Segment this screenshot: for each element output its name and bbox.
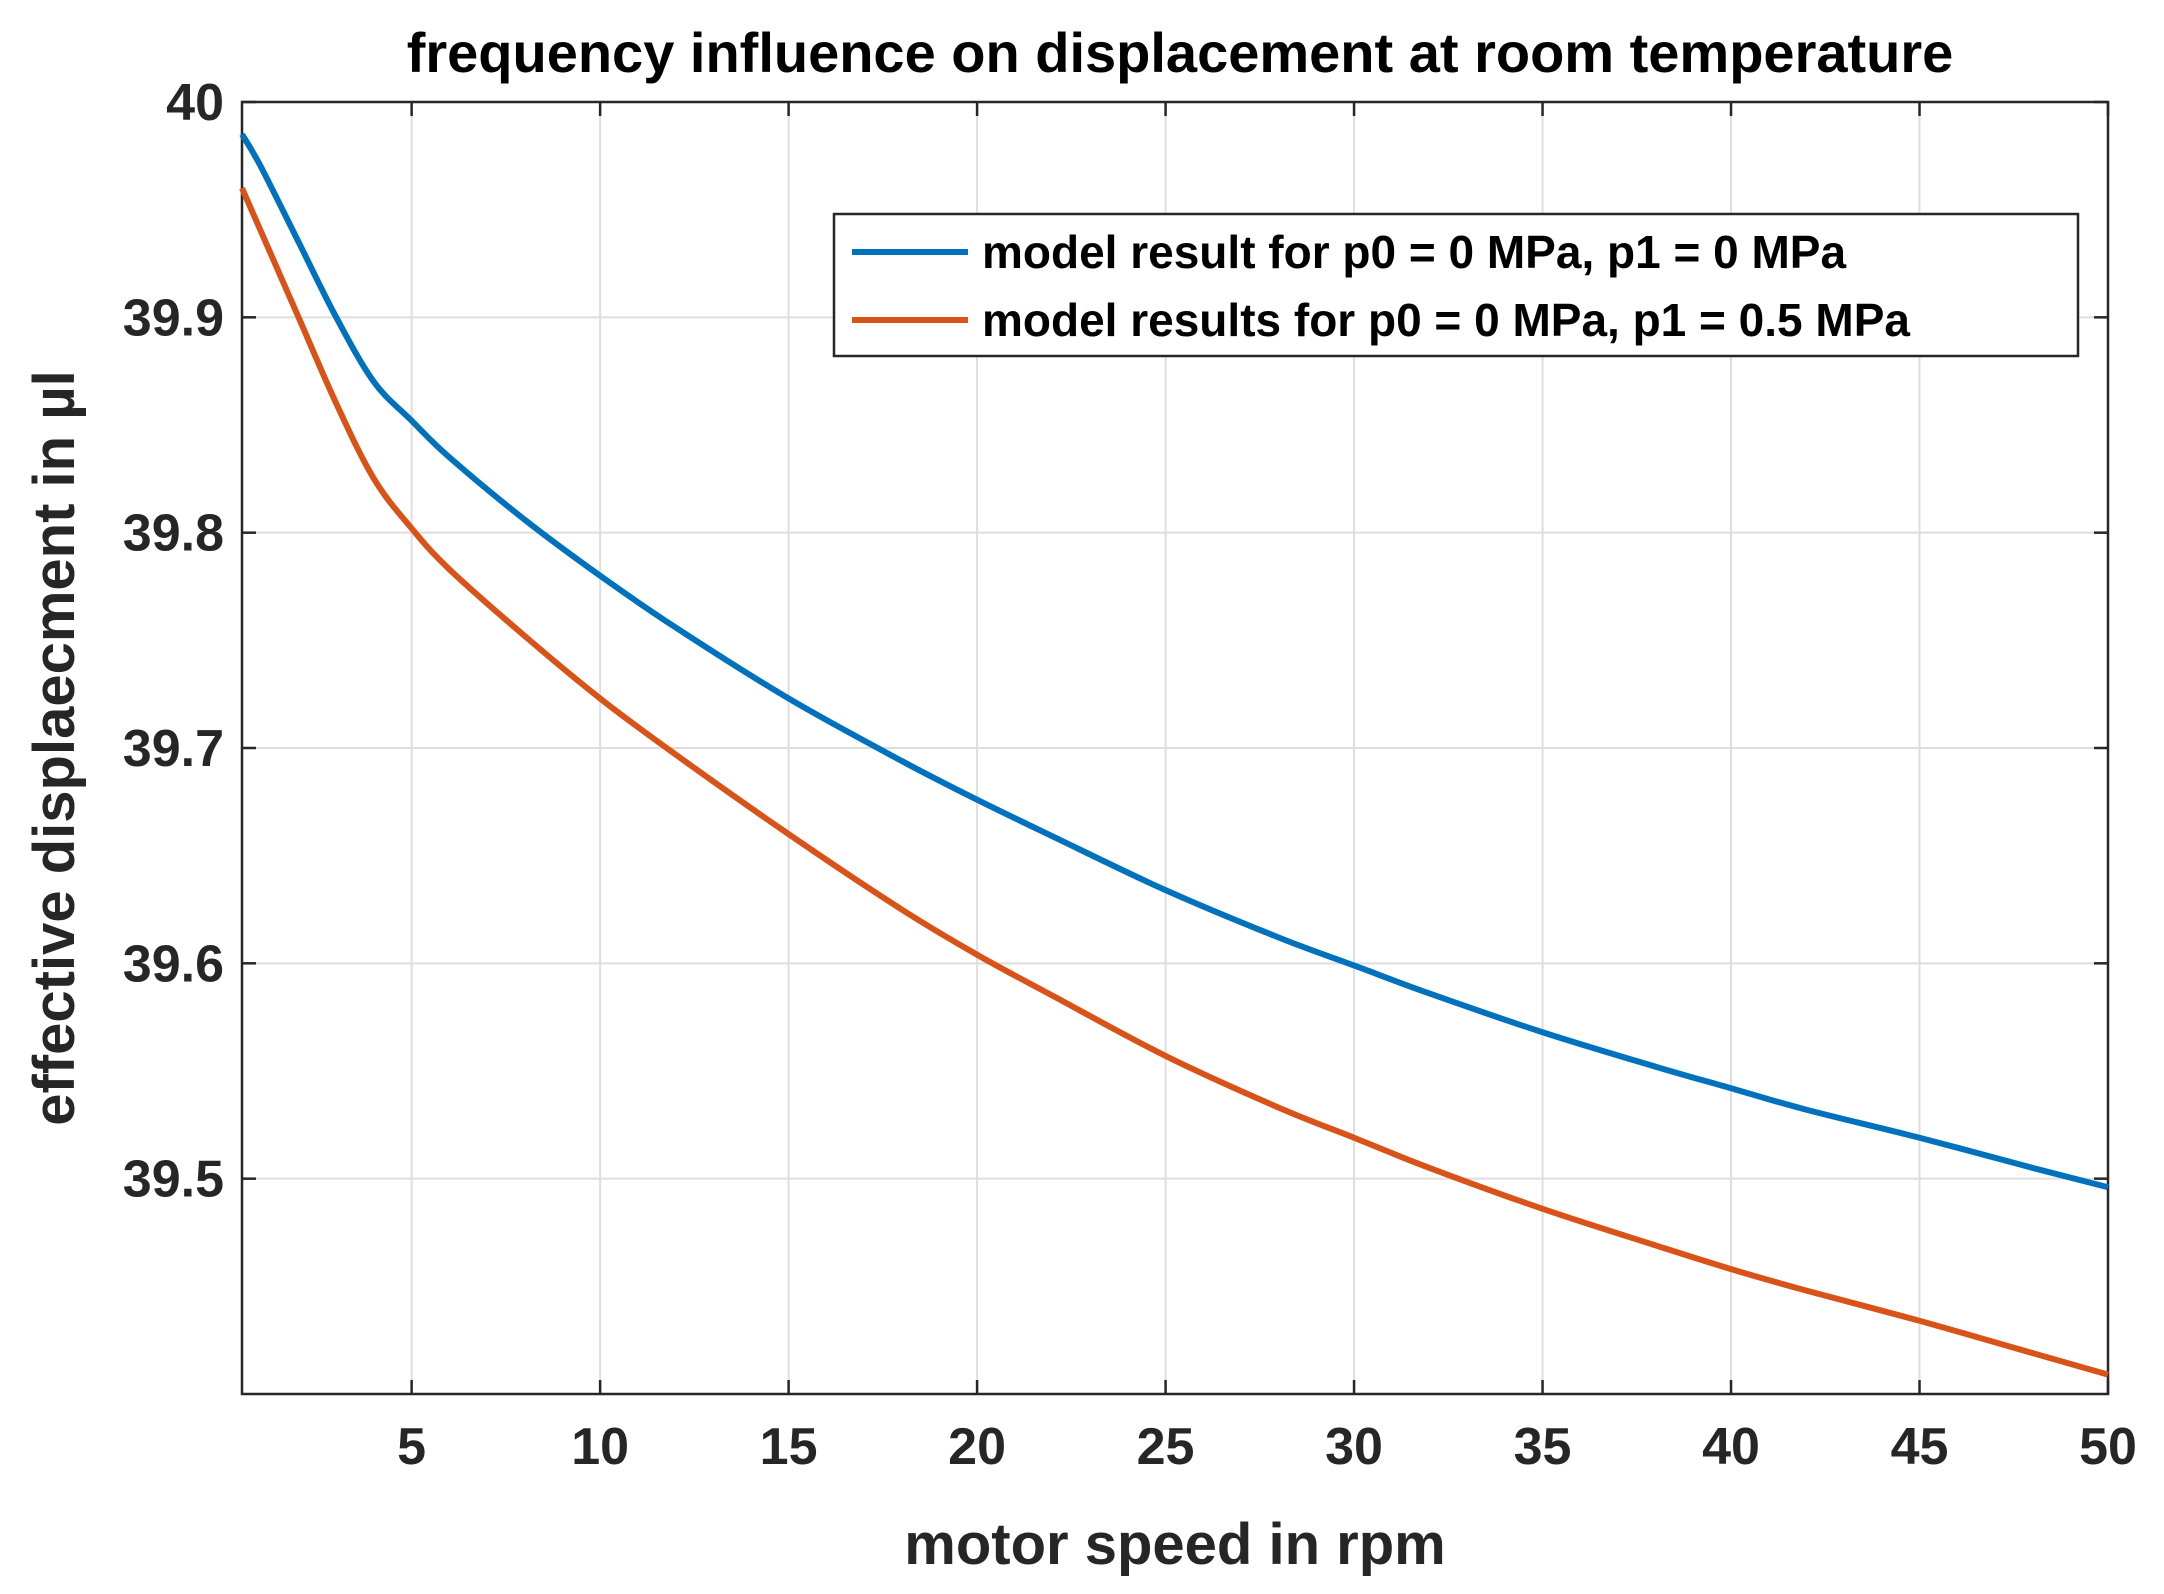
- y-tick-label: 39.9: [123, 289, 224, 347]
- x-tick-label: 15: [760, 1418, 818, 1476]
- x-tick-label: 30: [1325, 1418, 1383, 1476]
- x-tick-label: 5: [397, 1418, 426, 1476]
- chart-title: frequency influence on displacement at r…: [407, 21, 1954, 84]
- x-tick-label: 10: [571, 1418, 629, 1476]
- x-tick-label: 20: [948, 1418, 1006, 1476]
- x-tick-label: 25: [1137, 1418, 1195, 1476]
- axis-ticks: [242, 100, 2110, 1394]
- y-tick-label: 39.8: [123, 505, 224, 563]
- x-tick-label: 40: [1702, 1418, 1760, 1476]
- legend-box: [832, 212, 2080, 358]
- x-tick-labels: 5 10 15 20 25 30 35 40 45 50: [397, 1418, 2137, 1476]
- legend-label-series-1: model result for p0 = 0 MPa, p1 = 0 MPa: [982, 226, 1846, 278]
- series-line-2: [239, 186, 2109, 1378]
- series-line-1: [239, 132, 2109, 1191]
- y-tick-labels: 39.5 39.6 39.7 39.8 39.9 40: [123, 74, 224, 1209]
- x-tick-label: 35: [1514, 1418, 1572, 1476]
- y-tick-label: 39.7: [123, 720, 224, 778]
- x-tick-label: 50: [2079, 1418, 2137, 1476]
- legend-label-series-2: model results for p0 = 0 MPa, p1 = 0.5 M…: [982, 294, 1910, 346]
- x-axis-label: motor speed in rpm: [904, 1512, 1445, 1577]
- y-tick-label: 39.5: [123, 1151, 224, 1209]
- y-tick-label: 40: [166, 74, 224, 132]
- y-axis-label: effective displaecment in µl: [22, 370, 87, 1125]
- x-tick-label: 45: [1891, 1418, 1949, 1476]
- legend: model result for p0 = 0 MPa, p1 = 0 MPa …: [832, 212, 2080, 358]
- y-tick-label: 39.6: [123, 935, 224, 993]
- series-lines: [239, 132, 2109, 1378]
